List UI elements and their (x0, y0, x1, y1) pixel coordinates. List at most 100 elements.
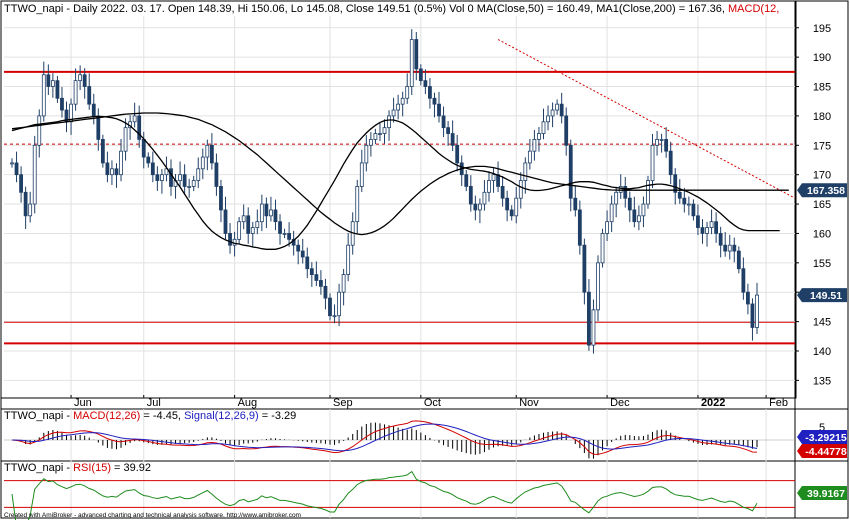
candle-body-down (328, 297, 332, 317)
candle-body-up (368, 139, 373, 146)
candle-body-up (160, 174, 164, 181)
candle (359, 149, 364, 193)
candle (741, 257, 746, 300)
candle (482, 180, 487, 211)
rsi-header: TTWO_napi - RSI(15) = 39.92 (4, 462, 151, 474)
candle-body-up (641, 203, 646, 217)
candle-body-up (178, 174, 182, 181)
candle-body-up (546, 115, 550, 123)
x-tick-label: Jun (74, 397, 92, 409)
candle (618, 174, 623, 199)
candle (200, 148, 205, 180)
candle (564, 107, 569, 156)
y-tick-label: 190 (813, 52, 831, 64)
candle-body-down (505, 197, 510, 211)
candle (387, 110, 391, 141)
candle (314, 261, 319, 287)
candle-body-down (750, 303, 755, 328)
candle (509, 205, 514, 221)
y-tick-label: 155 (813, 258, 831, 270)
candle-body-up (537, 133, 541, 140)
candle-body-down (473, 203, 478, 211)
candle (400, 91, 405, 117)
candle-body-down (450, 133, 455, 146)
candle (609, 195, 614, 233)
candle-body-up (78, 74, 83, 82)
candle (123, 118, 128, 161)
badge-bg (797, 288, 847, 303)
candle-body-up (650, 144, 655, 181)
candle (396, 94, 401, 120)
ma50-line (11, 115, 780, 250)
candle (250, 221, 255, 247)
candle (273, 199, 278, 231)
candle (632, 196, 637, 228)
candle-body-down (587, 291, 591, 346)
candle-body-down (696, 215, 700, 228)
candle-body-up (382, 127, 387, 134)
candle-body-down (141, 139, 146, 158)
candle-body-up (391, 109, 396, 117)
candle (573, 185, 578, 217)
y-tick-label: 165 (813, 199, 831, 211)
candle-body-down (182, 174, 187, 187)
candle-body-up (655, 139, 659, 146)
candle-body-up (132, 115, 137, 123)
candle (319, 270, 323, 295)
candle-body-down (468, 186, 473, 205)
candle-body-up (409, 39, 414, 87)
candle-body-up (527, 150, 532, 164)
x-tick-label: Nov (519, 397, 539, 409)
candle (577, 200, 582, 255)
candle (714, 212, 719, 243)
candle-body-down (500, 186, 505, 199)
candle (60, 86, 64, 118)
candle (568, 139, 573, 212)
candle-body-down (632, 209, 637, 223)
candle (87, 73, 92, 110)
candle-body-down (323, 285, 328, 299)
candle-body-up (110, 168, 114, 176)
candle (91, 93, 96, 125)
candle-body-down (114, 168, 119, 176)
x-tick-label: Dec (610, 397, 630, 409)
candle (346, 232, 351, 282)
candle (328, 293, 332, 321)
candle-body-down (100, 139, 105, 164)
candle-body-up (187, 186, 192, 188)
y-tick-label: 185 (813, 82, 831, 94)
y-tick-label: 175 (813, 140, 831, 152)
price-candles (10, 29, 759, 354)
candle (255, 209, 260, 235)
y-tick-label: 180 (813, 111, 831, 123)
candle-body-down (732, 244, 737, 252)
candle-body-up (28, 203, 33, 217)
candle (264, 197, 269, 229)
moving-averages (11, 112, 789, 250)
candle (178, 161, 182, 187)
badge-bg (797, 183, 847, 198)
candle (405, 73, 410, 104)
badge-text: -3.29215 (805, 432, 847, 444)
candle (114, 163, 119, 188)
candle (205, 139, 210, 171)
candle (546, 105, 550, 131)
candle (655, 130, 659, 156)
candle-body-down (246, 215, 251, 234)
candle-body-down (568, 144, 573, 199)
candle (223, 196, 228, 240)
candle (23, 186, 28, 229)
candle (428, 78, 432, 109)
candle (41, 61, 46, 122)
candle-body-up (282, 233, 287, 235)
candle-body-up (609, 203, 614, 223)
candle (736, 246, 741, 274)
candle-body-down (582, 244, 587, 293)
value-badges: 167.358 149.51 -3.29215 -4.44778 39.9167 (797, 183, 847, 500)
candle-body-down (287, 233, 292, 240)
candle-body-up (196, 168, 201, 181)
candle-body-down (309, 268, 314, 275)
candle (296, 239, 301, 265)
candle (278, 214, 282, 245)
candle (686, 196, 691, 216)
